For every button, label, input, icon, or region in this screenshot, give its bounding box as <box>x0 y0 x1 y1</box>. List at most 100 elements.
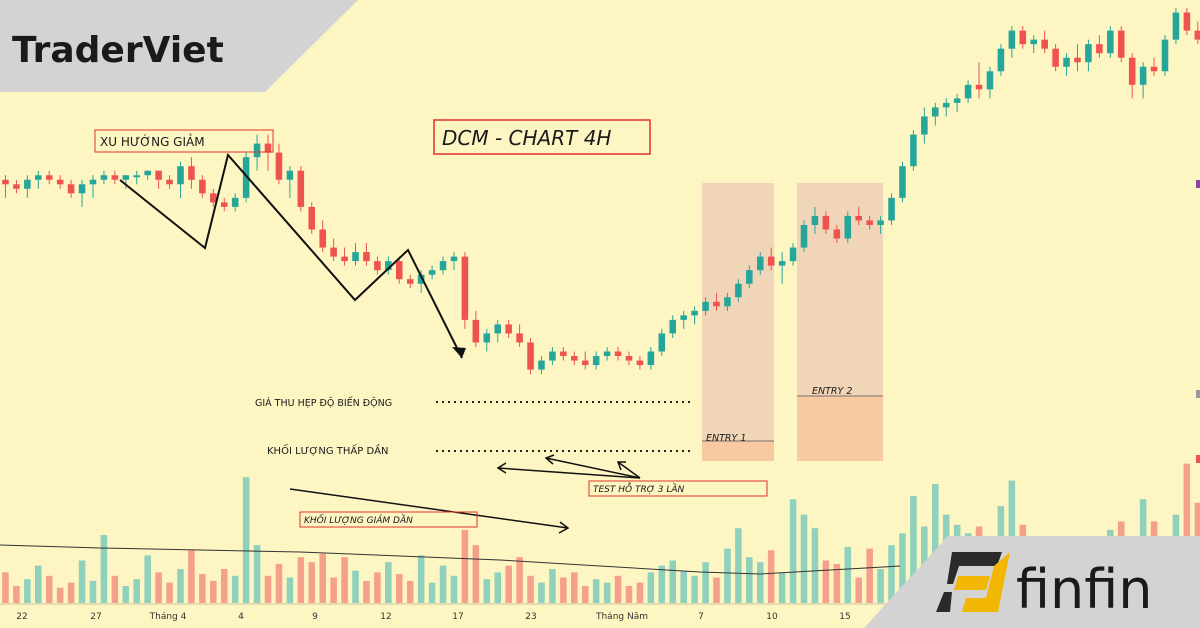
candle <box>286 166 294 198</box>
candle-body <box>1128 57 1136 85</box>
candle <box>669 315 677 338</box>
x-tick-label: 15 <box>839 612 850 622</box>
candle <box>35 170 42 189</box>
volume-bar <box>1183 463 1191 603</box>
candle-body <box>942 102 950 108</box>
volume-bar <box>155 572 162 603</box>
candle-body <box>35 175 42 180</box>
candle-body <box>220 202 228 207</box>
candle <box>571 351 578 366</box>
candle <box>833 224 841 244</box>
volume-bar <box>855 577 862 603</box>
traderviet-badge <box>0 0 358 92</box>
candle <box>942 98 950 117</box>
volume-bar <box>483 579 491 603</box>
candle <box>614 347 622 361</box>
candle-body <box>549 351 556 361</box>
volume-decrease-label: KHỐI LƯỢNG GIẢM DẦN <box>304 513 413 526</box>
candle-body <box>866 220 873 225</box>
candle-body <box>571 356 578 361</box>
candle <box>1063 53 1070 76</box>
volume-bar <box>472 545 480 603</box>
price-candles <box>2 8 1200 375</box>
candle <box>1096 35 1103 58</box>
candle <box>395 256 403 284</box>
candle-body <box>997 48 1005 72</box>
candle <box>658 328 666 357</box>
volume-bar <box>89 580 97 603</box>
candle-body <box>450 256 458 262</box>
volume-bar <box>571 572 578 603</box>
volume-low-label: KHỐI LƯỢNG THẤP DẦN <box>267 443 388 457</box>
volume-bar <box>625 586 633 603</box>
volume-trend-arrow <box>289 488 569 529</box>
volume-bar <box>669 560 677 603</box>
candle <box>1117 26 1125 63</box>
candle <box>603 347 611 361</box>
candle-body <box>953 98 961 103</box>
candle <box>297 166 305 212</box>
volume-bar <box>56 587 64 603</box>
candle <box>352 243 359 266</box>
candle <box>374 256 381 275</box>
candle <box>691 306 698 325</box>
volume-bar <box>428 582 436 603</box>
candle-body <box>231 197 239 207</box>
candle <box>899 161 906 203</box>
volume-bar <box>78 560 86 603</box>
volume-bar <box>778 572 786 603</box>
volume-bar <box>505 565 512 603</box>
candle-body <box>2 179 9 185</box>
candle <box>253 134 261 171</box>
volume-bar <box>899 533 906 603</box>
candle-body <box>275 152 283 180</box>
candle-body <box>308 206 316 230</box>
candle <box>1139 62 1147 99</box>
candle <box>549 347 556 366</box>
volume-bar <box>166 582 173 603</box>
candle <box>67 179 75 198</box>
candle-body <box>319 229 326 248</box>
candle <box>866 215 873 230</box>
candle-body <box>647 351 655 366</box>
candle-body <box>242 157 250 198</box>
candle-body <box>1150 66 1158 72</box>
x-tick-label: 9 <box>312 612 318 622</box>
candle <box>24 175 31 198</box>
candle <box>986 66 994 99</box>
candle <box>581 351 589 370</box>
entry-zones <box>702 183 883 461</box>
volume-bar <box>242 477 250 603</box>
candle-body <box>210 193 217 203</box>
volume-bar <box>866 548 873 603</box>
candle <box>724 292 731 311</box>
candle-body <box>527 342 534 370</box>
candle-body <box>724 297 731 307</box>
x-tick-label: 22 <box>16 612 27 622</box>
candle <box>144 170 151 180</box>
volume-bar <box>374 572 381 603</box>
candle-body <box>1107 30 1114 54</box>
candle <box>789 243 797 266</box>
narrowing-label: GIÁ THU HẸP ĐỘ BIẾN ĐỘNG <box>255 397 392 409</box>
volume-bar <box>800 514 808 603</box>
volume-bar <box>789 499 797 603</box>
x-tick-label: 23 <box>525 612 536 622</box>
candle <box>472 310 480 347</box>
volume-bar <box>560 577 567 603</box>
candle <box>13 179 20 194</box>
candle <box>735 279 742 302</box>
volume-bar <box>231 575 239 603</box>
volume-bar <box>363 580 370 603</box>
candle <box>330 238 337 262</box>
candle <box>155 170 162 189</box>
volume-bar <box>2 572 9 603</box>
candle <box>450 252 458 271</box>
candle-body <box>505 324 512 334</box>
candle <box>1107 26 1114 58</box>
volume-bar <box>702 562 709 603</box>
candle <box>461 252 469 329</box>
candle <box>78 179 86 207</box>
candle <box>100 170 108 185</box>
